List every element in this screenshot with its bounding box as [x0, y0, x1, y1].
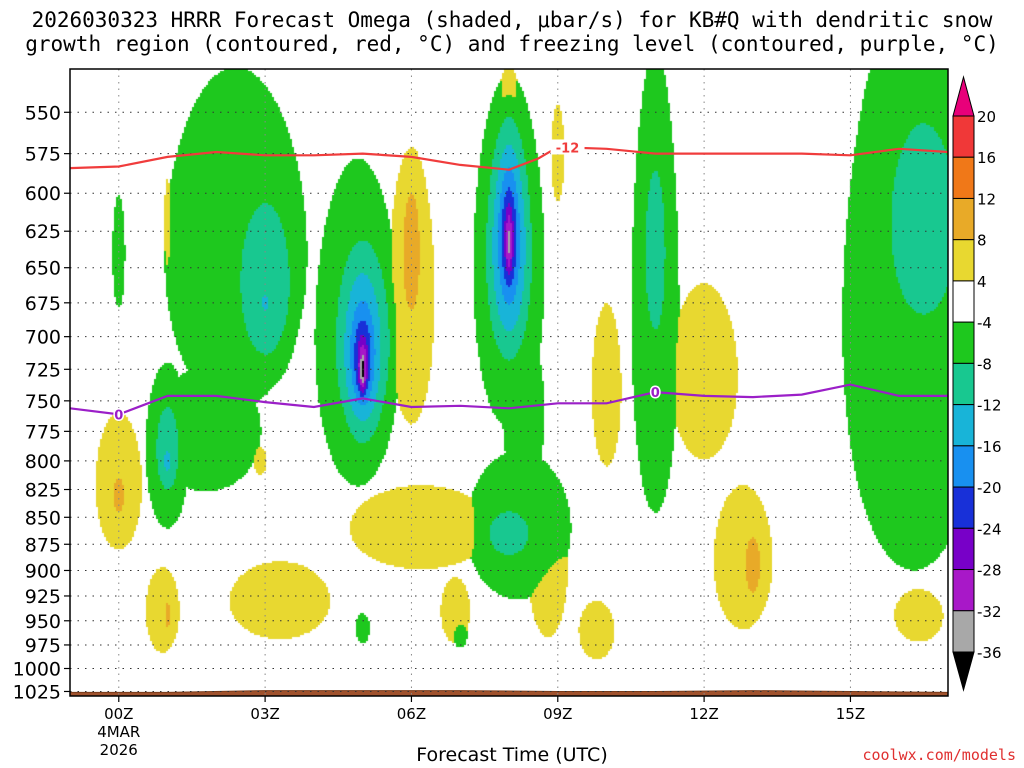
colorbar-label--28: -28 — [977, 562, 1002, 580]
x-tick-label-12Z: 12Z — [689, 705, 718, 723]
y-tick-label-775: 775 — [25, 421, 61, 443]
omega-shading — [70, 69, 948, 696]
chart-title-line-2: growth region (contoured, red, °C) and f… — [25, 32, 999, 56]
y-tick-label-650: 650 — [25, 258, 61, 280]
colorbar-label--16: -16 — [977, 438, 1002, 456]
colorbar-swatch-10 — [952, 527, 975, 571]
plot-frame — [69, 68, 949, 697]
colorbar-label--32: -32 — [977, 603, 1002, 621]
y-tick-label-1025: 1025 — [13, 681, 61, 703]
y-tick-label-875: 875 — [25, 534, 61, 556]
dendritic-contour-line — [70, 145, 948, 171]
y-tick-label-850: 850 — [25, 507, 61, 529]
y-tick-label-925: 925 — [25, 586, 61, 608]
x-axis-label: Forecast Time (UTC) — [416, 744, 608, 766]
x-tick-date-label: 4MAR — [97, 723, 140, 741]
colorbar-swatch-8 — [952, 445, 975, 488]
y-tick-label-1000: 1000 — [13, 658, 61, 680]
colorbar-swatch-3 — [952, 239, 975, 282]
grid-lines — [70, 69, 948, 696]
credit-text: coolwx.com/models — [862, 746, 1016, 764]
colorbar-swatch-9 — [952, 486, 975, 529]
chart-title-line-1: 2026030323 HRRR Forecast Omega (shaded, … — [31, 8, 993, 32]
x-tick-year-label: 2026 — [100, 741, 138, 759]
colorbar-swatch-4 — [952, 280, 975, 323]
y-tick-label-900: 900 — [25, 560, 61, 582]
colorbar-label-16: 16 — [977, 149, 996, 167]
colorbar-top-arrow — [952, 75, 975, 117]
ground-layer — [70, 690, 948, 696]
y-tick-label-625: 625 — [25, 221, 61, 243]
y-tick-label-550: 550 — [25, 102, 61, 124]
colorbar-label-12: 12 — [977, 190, 996, 208]
colorbar-swatch-1 — [952, 156, 975, 199]
omega-shaded-field — [70, 69, 948, 696]
colorbar-label-4: 4 — [977, 273, 987, 291]
colorbar-label-8: 8 — [977, 232, 987, 250]
freezing-level-line — [70, 383, 948, 416]
y-tick-label-800: 800 — [25, 451, 61, 473]
colorbar-swatch-11 — [952, 569, 975, 612]
y-tick-label-600: 600 — [25, 183, 61, 205]
colorbar-swatch-12 — [952, 610, 975, 653]
colorbar: 20 16 12 8 4 -4 -8 -12 -16 -20 -24 -28 -32 -36 — [952, 75, 1002, 692]
contour-lines: -12 0 0 — [70, 139, 948, 425]
y-tick-label-575: 575 — [25, 144, 61, 166]
dendritic-label-bg — [550, 139, 585, 155]
freezing-level-label-1: 0 — [651, 386, 660, 401]
colorbar-swatch-2 — [952, 197, 975, 241]
colorbar-label--4: -4 — [977, 314, 992, 332]
freezing-level-label-0: 0 — [114, 408, 123, 423]
y-tick-label-725: 725 — [25, 359, 61, 381]
x-tick-label-00Z: 00Z — [104, 705, 133, 723]
y-tick-label-950: 950 — [25, 611, 61, 633]
colorbar-swatch-6 — [952, 362, 975, 406]
colorbar-label--24: -24 — [977, 520, 1002, 538]
x-tick-label-09Z: 09Z — [543, 705, 572, 723]
colorbar-label--12: -12 — [977, 397, 1002, 415]
y-tick-label-675: 675 — [25, 293, 61, 315]
plot-area: -12 0 0 — [70, 69, 948, 696]
colorbar-label--8: -8 — [977, 355, 992, 373]
x-tick-label-03Z: 03Z — [250, 705, 279, 723]
colorbar-label--36: -36 — [977, 644, 1002, 662]
x-tick-label-15Z: 15Z — [836, 705, 865, 723]
colorbar-swatch-5 — [952, 321, 975, 364]
y-tick-label-700: 700 — [25, 327, 61, 349]
y-tick-label-975: 975 — [25, 635, 61, 657]
x-tick-label-06Z: 06Z — [397, 705, 426, 723]
colorbar-label-20: 20 — [977, 108, 996, 126]
y-tick-label-750: 750 — [25, 391, 61, 413]
colorbar-swatch-0 — [952, 115, 975, 158]
colorbar-bottom-arrow — [952, 651, 975, 692]
ground-terrain — [70, 690, 948, 696]
y-tick-label-825: 825 — [25, 480, 61, 502]
y-axis: 550 575 600 625 650 675 700 725 750 775 800 825 850 8… — [13, 102, 70, 703]
colorbar-swatch-7 — [952, 404, 975, 447]
colorbar-label--20: -20 — [977, 479, 1002, 497]
dendritic-contour-label: -12 — [556, 141, 580, 156]
